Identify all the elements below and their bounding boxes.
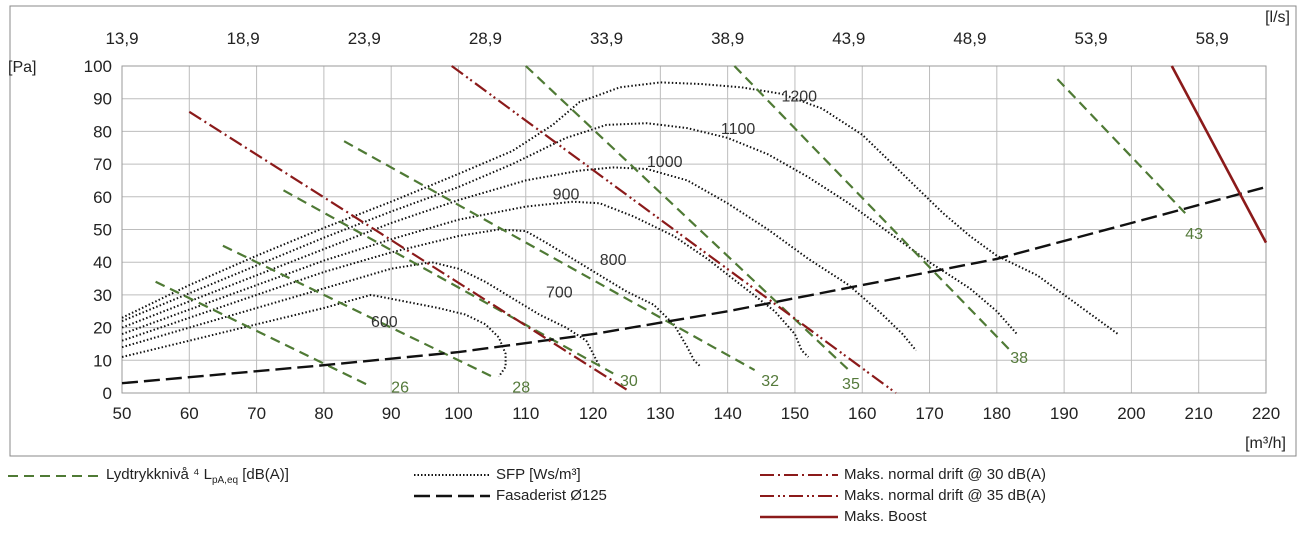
legend-max-boost: Maks. Boost [760, 508, 927, 525]
y-axis-unit: [Pa] [8, 59, 36, 76]
y-tick-label: 80 [93, 122, 112, 141]
x-tick-label: 150 [781, 404, 809, 423]
x-tick-label: 70 [247, 404, 266, 423]
sound-label-26: 26 [391, 379, 409, 396]
sfp-label-600: 600 [371, 314, 398, 331]
sfp-curve-1100 [121, 122, 1018, 335]
legend-facade-label: Fasaderist Ø125 [496, 487, 607, 504]
x-tick-label: 200 [1117, 404, 1145, 423]
sfp-curve-1200 [121, 81, 1119, 335]
sfp-curve-600 [121, 293, 507, 378]
y-tick-label: 100 [84, 57, 112, 76]
max-30-line [188, 110, 628, 391]
max-boost-line [1170, 65, 1268, 244]
grid [121, 65, 1267, 394]
sound-line-28 [222, 244, 493, 378]
sfp-label-1200: 1200 [781, 88, 817, 105]
y-tick-label: 60 [93, 188, 112, 207]
sfp-label-1100: 1100 [721, 121, 756, 138]
legend-boost-label: Maks. Boost [844, 508, 927, 525]
sound-label-32: 32 [761, 373, 779, 390]
x-tick-label: 90 [382, 404, 401, 423]
x2-tick-label: 28,9 [469, 29, 502, 48]
sfp-label-800: 800 [600, 252, 627, 269]
x-tick-label: 160 [848, 404, 876, 423]
x-tick-label: 180 [983, 404, 1011, 423]
sfp-curve-1000 [121, 166, 917, 352]
y-tick-label: 20 [93, 319, 112, 338]
sfp-label-700: 700 [546, 285, 573, 302]
x2-tick-label: 38,9 [711, 29, 744, 48]
x-tick-label: 100 [444, 404, 472, 423]
x2-tick-label: 23,9 [348, 29, 381, 48]
legend-sound-level: Lydtrykknivå ⁴ LpA,eq [dB(A)] [8, 466, 289, 486]
x2-tick-label: 43,9 [832, 29, 865, 48]
sound-label-35: 35 [842, 376, 860, 393]
x2-tick-label: 53,9 [1074, 29, 1107, 48]
plot-frame [9, 5, 1297, 457]
sound-label-30: 30 [620, 373, 638, 390]
x-tick-label: 110 [512, 404, 539, 423]
sound-label-28: 28 [512, 379, 530, 396]
max-35-line [451, 65, 897, 394]
sfp-curve-700 [121, 261, 601, 368]
sfp-curve-900 [121, 200, 810, 358]
plot-area [121, 65, 1267, 394]
y-tick-label: 10 [93, 351, 112, 370]
y-tick-label: 70 [93, 155, 112, 174]
sound-line-32 [343, 140, 756, 372]
x-tick-label: 60 [180, 404, 199, 423]
x-tick-label: 140 [713, 404, 741, 423]
x-tick-label: 220 [1252, 404, 1280, 423]
x-tick-label: 80 [314, 404, 333, 423]
sound-line-26 [155, 280, 372, 388]
legend-max-30: Maks. normal drift @ 30 dB(A) [760, 466, 1046, 483]
axis-labels: 50 60 70 80 90 100 110 120 130 140 150 160 170 180 190… [84, 29, 1281, 423]
x-tick-label: 130 [646, 404, 674, 423]
y-tick-label: 30 [93, 286, 112, 305]
legend-sfp: SFP [Ws/m³] [414, 466, 581, 483]
x-tick-label: 170 [915, 404, 943, 423]
data-series [121, 65, 1268, 394]
sound-label-43: 43 [1185, 226, 1203, 243]
y-tick-label: 50 [93, 221, 112, 240]
sfp-curve-800 [121, 228, 702, 368]
x-tick-label: 210 [1185, 404, 1213, 423]
x-tick-label: 50 [113, 404, 132, 423]
facade-curve [121, 185, 1267, 385]
legend-max-30-label: Maks. normal drift @ 30 dB(A) [844, 466, 1046, 483]
y-tick-label: 0 [103, 384, 112, 403]
y-tick-label: 40 [93, 253, 112, 272]
x2-tick-label: 13,9 [105, 29, 138, 48]
x2-tick-label: 33,9 [590, 29, 623, 48]
legend-sfp-label: SFP [Ws/m³] [496, 466, 581, 483]
sound-line-38 [733, 65, 1012, 352]
sfp-label-900: 900 [553, 187, 580, 204]
x-tick-label: 190 [1050, 404, 1078, 423]
sound-line-35 [525, 65, 850, 371]
x2-tick-label: 18,9 [227, 29, 260, 48]
x2-axis-unit: [l/s] [1265, 9, 1290, 26]
x2-tick-label: 48,9 [953, 29, 986, 48]
sound-label-38: 38 [1010, 350, 1028, 367]
legend-max-35: Maks. normal drift @ 35 dB(A) [760, 487, 1046, 504]
legend-sound-label: Lydtrykknivå ⁴ LpA,eq [dB(A)] [106, 466, 289, 486]
x-axis-unit: [m³/h] [1245, 435, 1286, 452]
x-tick-label: 120 [579, 404, 607, 423]
x2-tick-label: 58,9 [1196, 29, 1229, 48]
legend-max-35-label: Maks. normal drift @ 35 dB(A) [844, 487, 1046, 504]
y-tick-label: 90 [93, 90, 112, 109]
sound-line-30 [282, 189, 614, 375]
legend-facade: Fasaderist Ø125 [414, 487, 607, 504]
sfp-label-1000: 1000 [647, 154, 683, 171]
